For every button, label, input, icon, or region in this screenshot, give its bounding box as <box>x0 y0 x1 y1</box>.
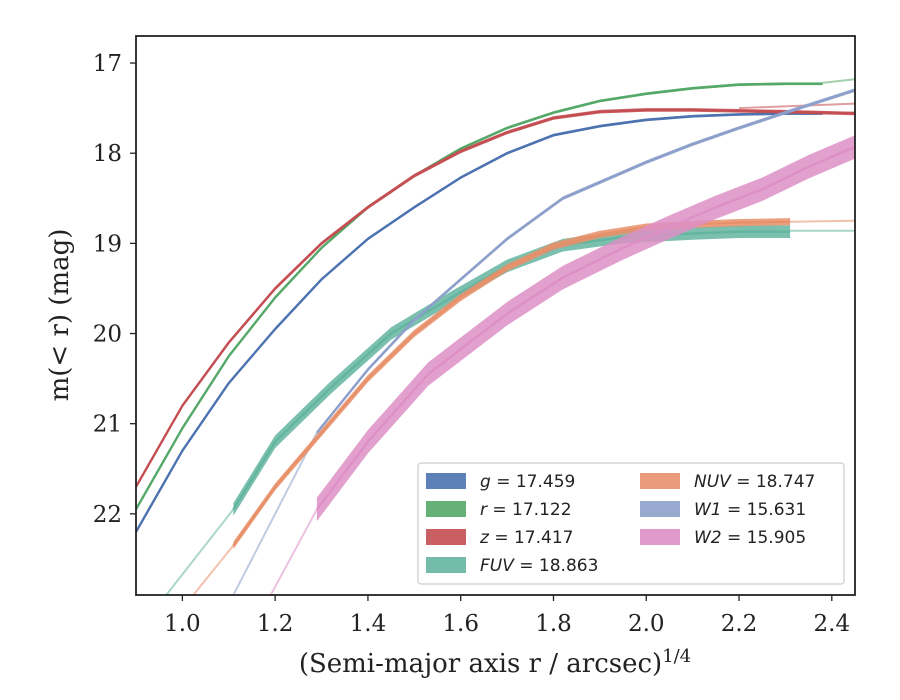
x-tick-label: 2.0 <box>628 611 665 637</box>
legend-eq: = 18.747 <box>731 472 816 492</box>
x-tick-label: 2.2 <box>721 611 758 637</box>
plot-area <box>136 78 855 595</box>
y-tick-label: 22 <box>93 502 122 528</box>
z-curve <box>136 108 855 488</box>
x-tick-label: 1.6 <box>442 611 479 637</box>
legend-label-nuv: NUV = 18.747 <box>694 472 815 492</box>
legend-eq: = 18.863 <box>514 556 599 576</box>
x-axis-title: (Semi-major axis r / arcsec)1/4 <box>299 646 691 679</box>
legend-var: z <box>479 528 490 548</box>
plot-frame <box>135 35 856 596</box>
legend-eq: = 17.122 <box>487 500 572 520</box>
legend-var: g <box>480 472 491 492</box>
w1-extrapolation-line <box>232 432 318 595</box>
legend-var: r <box>480 500 488 520</box>
x-tick-label: 1.8 <box>535 611 572 637</box>
r-curve <box>136 82 823 510</box>
r-extrapolation-line <box>822 78 855 84</box>
w2-band <box>316 135 855 522</box>
legend-label-w2: W2 = 15.905 <box>694 528 806 548</box>
legend-var: FUV <box>480 556 515 576</box>
x-tick-label: 1.0 <box>164 611 201 637</box>
nuv-extrapolation-line-end <box>790 219 855 223</box>
g-curve <box>136 112 823 533</box>
legend-label-fuv: FUV = 18.863 <box>480 556 598 576</box>
y-axis-ticks: 17 18 19 20 21 22 <box>93 51 136 528</box>
y-tick-label: 19 <box>93 231 122 257</box>
x-tick-label: 2.4 <box>814 611 851 637</box>
legend-label-r: r = 17.122 <box>480 500 572 520</box>
x-axis-ticks: 1.0 1.2 1.4 1.6 1.8 2.0 2.2 2.4 <box>164 595 850 637</box>
legend-swatch-nuv <box>640 473 680 489</box>
fuv-band <box>233 225 791 516</box>
x-axis-title-main: (Semi-major axis r / arcsec) <box>299 649 662 679</box>
legend-swatch-w2 <box>640 529 680 545</box>
legend-label-w1: W1 = 15.631 <box>694 500 806 520</box>
x-axis-title-exponent: 1/4 <box>662 646 691 667</box>
z-extrapolation-line <box>738 102 855 110</box>
legend-eq: = 15.905 <box>722 528 807 548</box>
x-tick-label: 1.2 <box>257 611 294 637</box>
y-axis-title: m(< r) (mag) <box>45 229 75 402</box>
y-tick-label: 18 <box>93 141 122 167</box>
legend-label-g: g = 17.459 <box>480 472 575 492</box>
legend-swatch-r <box>426 501 466 517</box>
legend-eq: = 15.631 <box>722 500 807 520</box>
y-tick-label: 21 <box>93 412 122 438</box>
legend-swatch-w1 <box>640 501 680 517</box>
legend-var: W2 <box>694 528 722 548</box>
legend-eq: = 17.459 <box>491 472 576 492</box>
w2-extrapolation-line <box>269 508 318 595</box>
extrapolation-layer <box>164 78 855 595</box>
legend-box <box>417 462 845 585</box>
legend-eq: = 17.417 <box>489 528 574 548</box>
y-tick-label: 20 <box>93 322 122 348</box>
nuv-extrapolation-line <box>192 544 235 595</box>
legend-label-z: z = 17.417 <box>479 528 573 548</box>
legend-var: W1 <box>694 500 722 520</box>
legend-swatch-fuv <box>426 557 466 573</box>
y-tick-label: 17 <box>93 51 122 77</box>
legend-swatch-g <box>426 473 466 489</box>
legend-var: NUV <box>694 472 732 492</box>
w1-curve <box>315 88 855 434</box>
x-tick-label: 1.4 <box>350 611 387 637</box>
series-layer <box>136 82 855 549</box>
fuv-extrapolation-line <box>164 508 235 595</box>
w2-curve <box>315 145 855 511</box>
legend-swatch-z <box>426 529 466 545</box>
